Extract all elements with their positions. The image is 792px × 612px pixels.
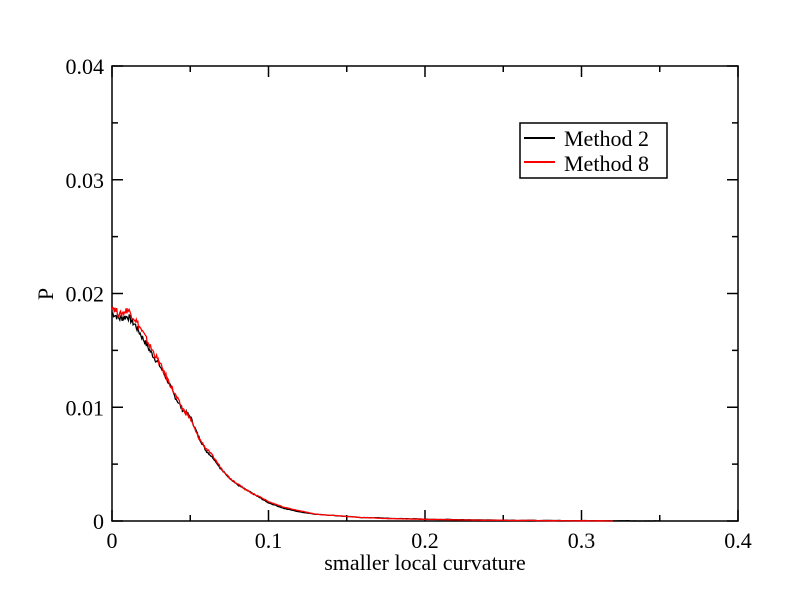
- y-tick-label: 0.01: [66, 395, 105, 420]
- y-tick-label: 0: [93, 509, 104, 534]
- x-tick-label: 0: [107, 528, 118, 553]
- y-axis-label: P: [33, 288, 58, 300]
- legend-label-method-8: Method 8: [564, 151, 649, 176]
- x-tick-label: 0.1: [255, 528, 283, 553]
- series-line-method-2: [111, 312, 660, 522]
- legend-label-method-2: Method 2: [564, 126, 649, 151]
- axis-ticks: [111, 65, 739, 522]
- y-tick-label: 0.02: [66, 282, 105, 307]
- x-axis-label: smaller local curvature: [324, 550, 526, 575]
- x-tick-label: 0.4: [724, 528, 752, 553]
- legend-box: [519, 122, 668, 179]
- series-lines: [111, 306, 660, 522]
- y-tick-label: 0.03: [66, 168, 105, 193]
- axis-tick-labels: 0 0.1 0.2 0.3 0.4 0 0.01 0.02 0.03 0.04: [66, 54, 752, 553]
- x-tick-label: 0.2: [411, 528, 439, 553]
- x-tick-label: 0.3: [568, 528, 596, 553]
- series-line-method-8: [111, 306, 613, 522]
- y-tick-label: 0.04: [66, 54, 105, 79]
- legend: Method 2 Method 8: [519, 122, 668, 179]
